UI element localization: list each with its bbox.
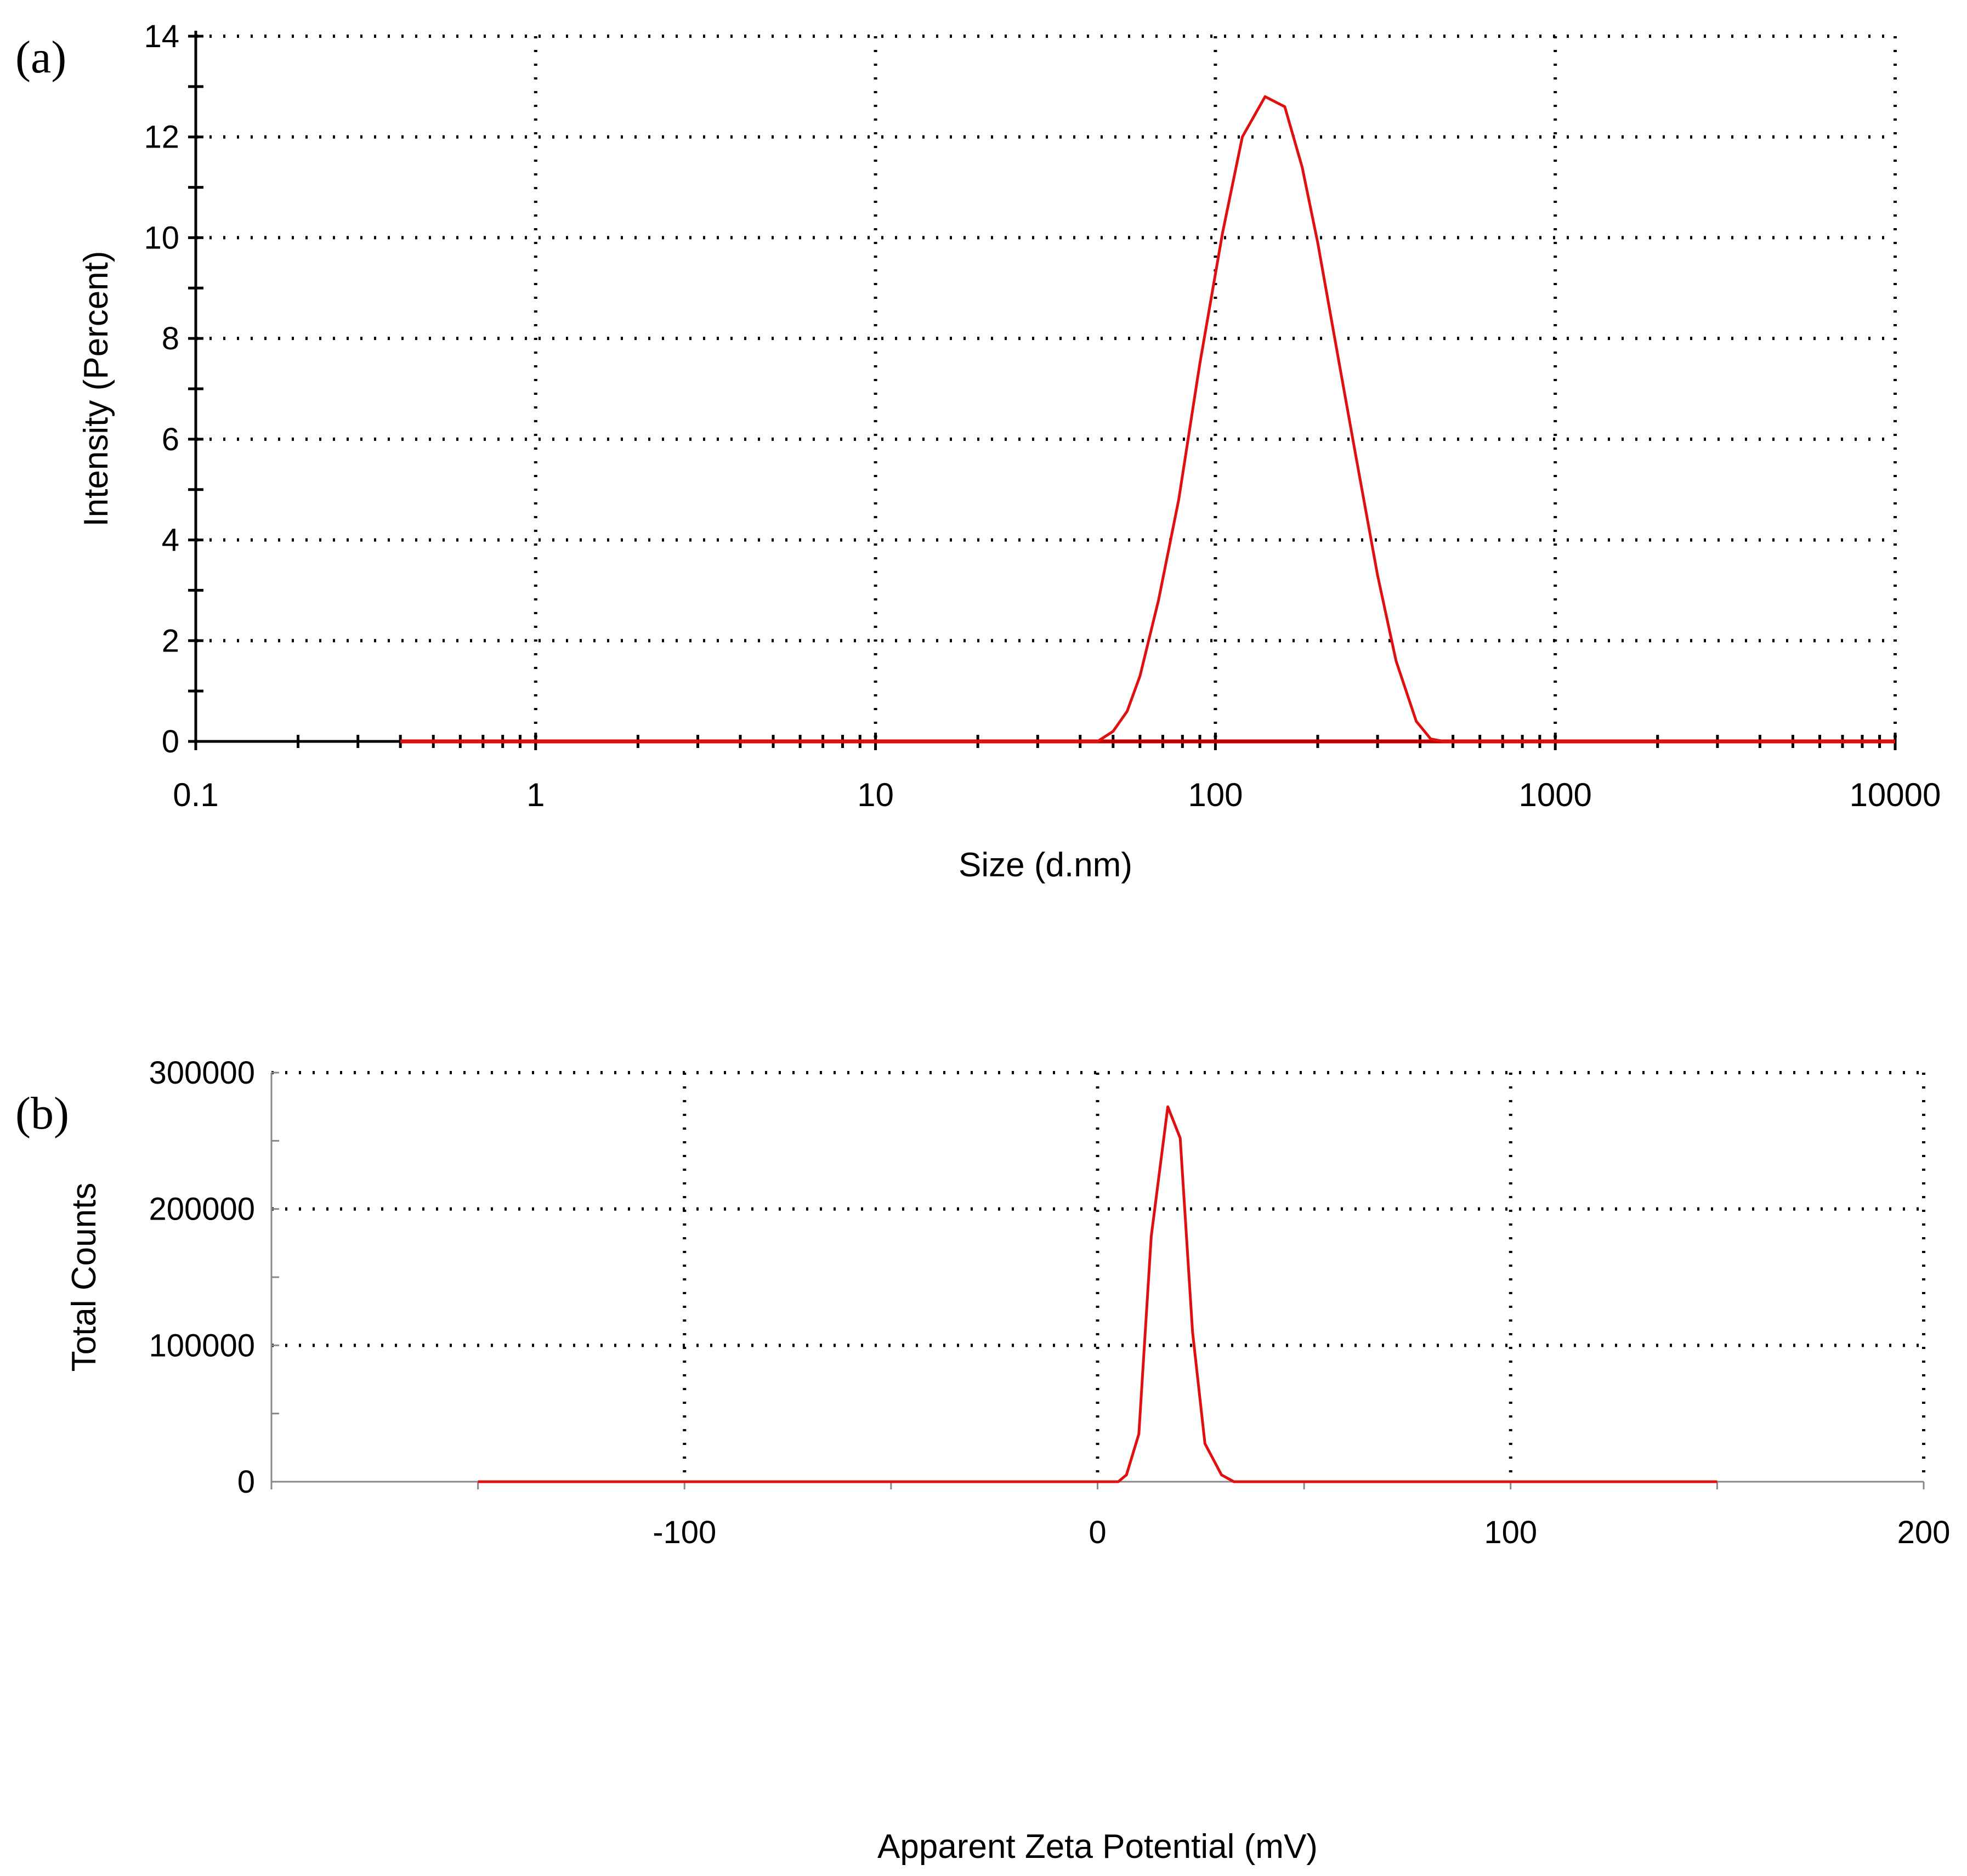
- panel-b-grid: [271, 1071, 1925, 1482]
- a-x-tick-label: 0.1: [173, 777, 218, 813]
- panel-a-grid: [196, 35, 1897, 741]
- panel-b-x-ticks: -100 0 100 200: [653, 1515, 1950, 1550]
- panel-a-x-ticks: 0.1 1 10 100 1000 10000: [173, 733, 1941, 813]
- a-x-tick-label: 100: [1188, 777, 1243, 813]
- b-series-line: [478, 1105, 1717, 1483]
- panel-a-series: [400, 95, 1895, 744]
- panel-b-x-axis-title: Apparent Zeta Potential (mV): [877, 1828, 1318, 1866]
- a-y-tick-label: 14: [144, 19, 179, 54]
- b-y-tick-label: 200000: [149, 1192, 255, 1227]
- a-y-tick-label: 8: [162, 321, 179, 356]
- panel-b-axes: [270, 1072, 1925, 1489]
- a-x-tick-label: 10: [857, 777, 894, 813]
- a-x-tick-label: 1000: [1518, 777, 1591, 813]
- a-y-tick-label: 4: [162, 523, 179, 558]
- panel-b-label: (b): [15, 1088, 69, 1139]
- panel-b-series: [478, 1105, 1717, 1483]
- panel-b-y-ticks: 0 100000 200000 300000: [149, 1055, 255, 1500]
- a-series-line: [400, 95, 1895, 743]
- panel-b-zeta-potential: (b) -100 0 100 200 0 100000 200000 300000 Appa…: [15, 1055, 1950, 1866]
- a-y-tick-label: 6: [162, 422, 179, 457]
- b-x-tick-label: 100: [1484, 1515, 1537, 1550]
- a-y-tick-label: 0: [162, 724, 179, 760]
- a-x-tick-label: 10000: [1850, 777, 1941, 813]
- panel-a-x-axis-title: Size (d.nm): [959, 846, 1132, 884]
- panel-a-y-axis-title: Intensity (Percent): [77, 251, 115, 526]
- b-x-tick-label: -100: [653, 1515, 716, 1550]
- b-x-tick-label: 200: [1897, 1515, 1951, 1550]
- a-y-tick-label: 10: [144, 220, 179, 256]
- a-y-tick-label: 12: [144, 120, 179, 155]
- panel-a-y-ticks: 0 2 4 6 8 10 12 14: [144, 19, 179, 760]
- b-y-tick-label: 100000: [149, 1328, 255, 1363]
- a-y-tick-label: 2: [162, 623, 179, 659]
- a-x-tick-label: 1: [526, 777, 545, 813]
- b-x-tick-label: 0: [1089, 1515, 1106, 1550]
- panel-b-y-axis-title: Total Counts: [65, 1183, 103, 1372]
- b-y-tick-label: 300000: [149, 1055, 255, 1091]
- panel-a-label: (a): [15, 32, 66, 83]
- panel-a-size-distribution: (a) 0.1 1 10 100 1000 10000 0 2 4 6 8 10 12 14 Size …: [15, 19, 1941, 884]
- b-y-tick-label: 0: [237, 1464, 255, 1500]
